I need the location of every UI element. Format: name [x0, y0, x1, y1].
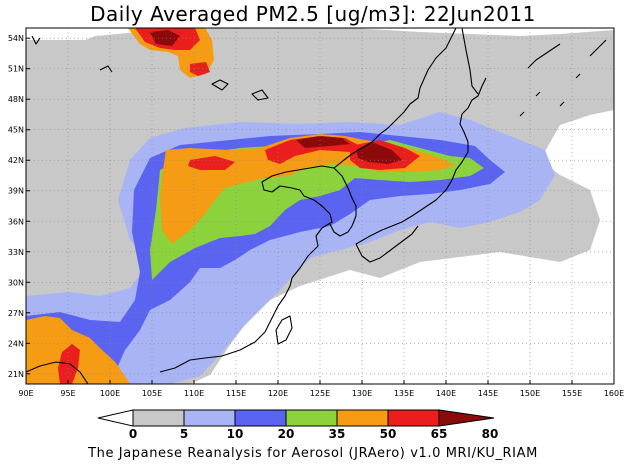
colorbar-label: 0	[129, 427, 137, 441]
lat-tick-label: 36N	[8, 217, 24, 226]
lat-tick-label: 51N	[8, 65, 24, 74]
lon-tick-label: 120E	[268, 389, 288, 398]
lon-tick-label: 90E	[18, 389, 33, 398]
map-title: Daily Averaged PM2.5 [ug/m3]: 22Jun2011	[90, 2, 536, 26]
concentration-field	[26, 28, 614, 384]
lon-tick-label: 140E	[436, 389, 456, 398]
coastlines	[26, 28, 607, 384]
lat-tick-label: 24N	[8, 339, 24, 348]
lat-tick-label: 54N	[8, 34, 24, 43]
lon-tick-label: 110E	[184, 389, 204, 398]
colorbar-label: 35	[329, 427, 346, 441]
lat-tick-label: 21N	[8, 370, 24, 379]
lat-tick-label: 48N	[8, 95, 24, 104]
lon-tick-label: 105E	[142, 389, 162, 398]
lat-tick-label: 30N	[8, 278, 24, 287]
field-level-80	[150, 30, 180, 46]
field-level-65	[188, 156, 235, 170]
lat-tick-label: 27N	[8, 309, 24, 318]
axis-ticks: 90E 95E 100E 105E 110E 115E 120E 125E 130E 135E 14…	[8, 34, 624, 398]
graticule	[26, 28, 614, 384]
colorbar-segment	[234, 409, 287, 427]
lon-tick-label: 130E	[352, 389, 372, 398]
colorbar-high-end	[438, 409, 495, 427]
field-level-80	[356, 142, 402, 164]
lon-tick-label: 150E	[520, 389, 540, 398]
lon-tick-label: 125E	[310, 389, 330, 398]
colorbar-segment	[387, 409, 440, 427]
field-level-65	[190, 62, 210, 76]
lat-tick-label: 42N	[8, 156, 24, 165]
lon-tick-label: 145E	[478, 389, 498, 398]
colorbar: 0 5 10 20 35 50 65 80	[97, 409, 499, 441]
colorbar-label: 10	[227, 427, 244, 441]
lat-tick-label: 45N	[8, 126, 24, 135]
colorbar-segment	[285, 409, 338, 427]
lat-tick-label: 33N	[8, 248, 24, 257]
lon-tick-label: 95E	[60, 389, 75, 398]
lon-tick-label: 115E	[226, 389, 246, 398]
field-level-20	[26, 132, 505, 384]
colorbar-label: 20	[278, 427, 295, 441]
colorbar-low-end	[97, 409, 134, 427]
colorbar-label: 5	[180, 427, 188, 441]
lon-tick-label: 100E	[100, 389, 120, 398]
lon-tick-label: 135E	[394, 389, 414, 398]
field-level-80	[296, 136, 350, 148]
lon-tick-label: 155E	[562, 389, 582, 398]
colorbar-segment	[336, 409, 389, 427]
colorbar-label: 80	[482, 427, 499, 441]
lon-tick-label: 160E	[604, 389, 624, 398]
credit-line: The Japanese Reanalysis for Aerosol (JRA…	[88, 446, 538, 461]
colorbar-label: 65	[431, 427, 448, 441]
colorbar-segment	[132, 409, 185, 427]
colorbar-label: 50	[380, 427, 397, 441]
colorbar-segment	[183, 409, 236, 427]
lat-tick-label: 39N	[8, 187, 24, 196]
